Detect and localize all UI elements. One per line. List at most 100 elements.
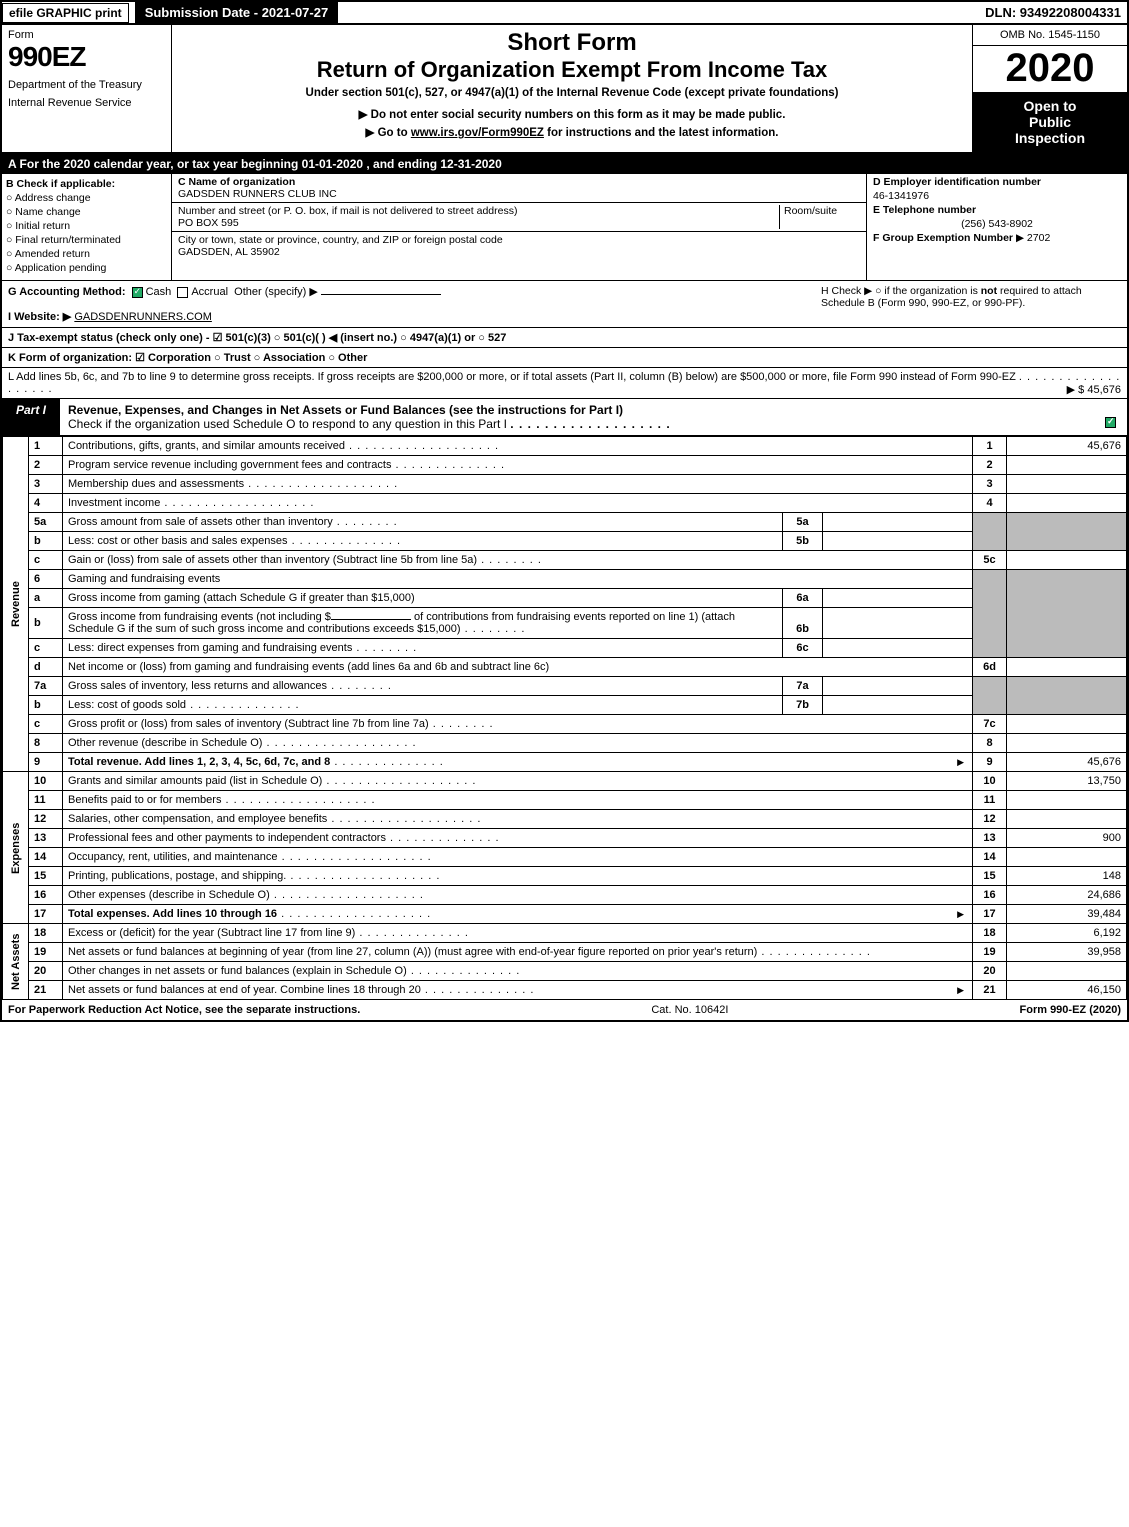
l6b-blank[interactable] [331, 619, 411, 620]
line-7c: c Gross profit or (loss) from sales of i… [3, 715, 1127, 734]
l19-val: 39,958 [1007, 943, 1127, 962]
chk-address-change[interactable]: Address change [6, 192, 167, 204]
row-j-tax-exempt: J Tax-exempt status (check only one) - ☑… [2, 328, 1127, 348]
form-number: 990EZ [8, 41, 165, 73]
l2-val [1007, 456, 1127, 475]
l8-val [1007, 734, 1127, 753]
org-name: GADSDEN RUNNERS CLUB INC [178, 188, 337, 200]
l9-desc: Total revenue. Add lines 1, 2, 3, 4, 5c,… [68, 756, 330, 768]
footer-right: Form 990-EZ (2020) [1020, 1004, 1122, 1016]
l3-rn: 3 [973, 475, 1007, 494]
dln-label: DLN: 93492208004331 [985, 5, 1127, 20]
l15-rn: 15 [973, 867, 1007, 886]
irs-link[interactable]: www.irs.gov/Form990EZ [411, 127, 544, 139]
chk-cash[interactable] [132, 287, 143, 298]
line-9: 9 Total revenue. Add lines 1, 2, 3, 4, 5… [3, 753, 1127, 772]
l18-num: 18 [29, 924, 63, 943]
city-label: City or town, state or province, country… [178, 234, 503, 246]
l6c-desc: Less: direct expenses from gaming and fu… [68, 642, 352, 654]
line-16: 16 Other expenses (describe in Schedule … [3, 886, 1127, 905]
l5a-num: 5a [29, 513, 63, 532]
ein-value: 46-1341976 [873, 190, 1121, 202]
col-b-checkboxes: B Check if applicable: Address change Na… [2, 174, 172, 280]
l5c-desc: Gain or (loss) from sale of assets other… [68, 554, 477, 566]
line-2: 2 Program service revenue including gove… [3, 456, 1127, 475]
chk-amended-return[interactable]: Amended return [6, 248, 167, 260]
part1-check-note: Check if the organization used Schedule … [68, 417, 507, 431]
line-14: 14 Occupancy, rent, utilities, and maint… [3, 848, 1127, 867]
l1-val: 45,676 [1007, 437, 1127, 456]
title-short-form: Short Form [182, 29, 962, 57]
l7a-sn: 7a [783, 677, 823, 696]
l6c-sv [823, 639, 973, 658]
l10-rn: 10 [973, 772, 1007, 791]
l7c-desc: Gross profit or (loss) from sales of inv… [68, 718, 429, 730]
line-5a: 5a Gross amount from sale of assets othe… [3, 513, 1127, 532]
l6c-num: c [29, 639, 63, 658]
line-6a: a Gross income from gaming (attach Sched… [3, 589, 1127, 608]
l6a-sn: 6a [783, 589, 823, 608]
chk-initial-return[interactable]: Initial return [6, 220, 167, 232]
l6d-rn: 6d [973, 658, 1007, 677]
other-specify-input[interactable] [321, 294, 441, 295]
header-left: Form 990EZ Department of the Treasury In… [2, 25, 172, 152]
l9-arrow-icon [954, 756, 967, 768]
street-value: PO BOX 595 [178, 217, 239, 229]
l20-val [1007, 962, 1127, 981]
chk-final-return[interactable]: Final return/terminated [6, 234, 167, 246]
l5c-rn: 5c [973, 551, 1007, 570]
l4-num: 4 [29, 494, 63, 513]
l8-rn: 8 [973, 734, 1007, 753]
footer-right-post: (2020) [1086, 1004, 1121, 1016]
l2-num: 2 [29, 456, 63, 475]
part1-checkbox[interactable] [1105, 417, 1116, 428]
note-link-pre: ▶ Go to [366, 127, 411, 139]
footer-cat: Cat. No. 10642I [360, 1004, 1019, 1016]
line-6b: b Gross income from fundraising events (… [3, 608, 1127, 639]
open-line2: Public [977, 114, 1123, 130]
l20-num: 20 [29, 962, 63, 981]
l14-rn: 14 [973, 848, 1007, 867]
h-text1: H Check ▶ ○ if the organization is [821, 285, 981, 297]
l17-arrow-icon [954, 908, 967, 920]
form-header: Form 990EZ Department of the Treasury In… [2, 25, 1127, 154]
l21-val: 46,150 [1007, 981, 1127, 1000]
efile-print-button[interactable]: efile GRAPHIC print [2, 3, 129, 23]
open-line1: Open to [977, 98, 1123, 114]
l12-rn: 12 [973, 810, 1007, 829]
line-6c: c Less: direct expenses from gaming and … [3, 639, 1127, 658]
footer-right-pre: Form [1020, 1004, 1051, 1016]
l13-val: 900 [1007, 829, 1127, 848]
l6b-num: b [29, 608, 63, 639]
l10-num: 10 [29, 772, 63, 791]
l21-num: 21 [29, 981, 63, 1000]
l7a-num: 7a [29, 677, 63, 696]
l16-desc: Other expenses (describe in Schedule O) [68, 889, 270, 901]
l18-desc: Excess or (deficit) for the year (Subtra… [68, 927, 355, 939]
l17-desc: Total expenses. Add lines 10 through 16 [68, 908, 277, 920]
line-12: 12 Salaries, other compensation, and emp… [3, 810, 1127, 829]
l-amount: ▶ $ 45,676 [1067, 383, 1121, 396]
l7b-num: b [29, 696, 63, 715]
chk-application-pending[interactable]: Application pending [6, 262, 167, 274]
chk-name-change[interactable]: Name change [6, 206, 167, 218]
phone-label: E Telephone number [873, 204, 976, 216]
l6a-num: a [29, 589, 63, 608]
l-text: L Add lines 5b, 6c, and 7b to line 9 to … [8, 371, 1016, 383]
l9-val: 45,676 [1007, 753, 1127, 772]
website-link[interactable]: GADSDENRUNNERS.COM [74, 311, 212, 323]
l7a-desc: Gross sales of inventory, less returns a… [68, 680, 327, 692]
l5c-num: c [29, 551, 63, 570]
l15-desc: Printing, publications, postage, and shi… [68, 870, 286, 882]
l11-val [1007, 791, 1127, 810]
l6d-val [1007, 658, 1127, 677]
line-3: 3 Membership dues and assessments 3 [3, 475, 1127, 494]
l19-num: 19 [29, 943, 63, 962]
line-4: 4 Investment income 4 [3, 494, 1127, 513]
cash-label: Cash [146, 286, 172, 298]
open-line3: Inspection [977, 130, 1123, 146]
l1-rn: 1 [973, 437, 1007, 456]
part1-title-text: Revenue, Expenses, and Changes in Net As… [68, 403, 623, 417]
chk-accrual[interactable] [177, 287, 188, 298]
l7a-sv [823, 677, 973, 696]
